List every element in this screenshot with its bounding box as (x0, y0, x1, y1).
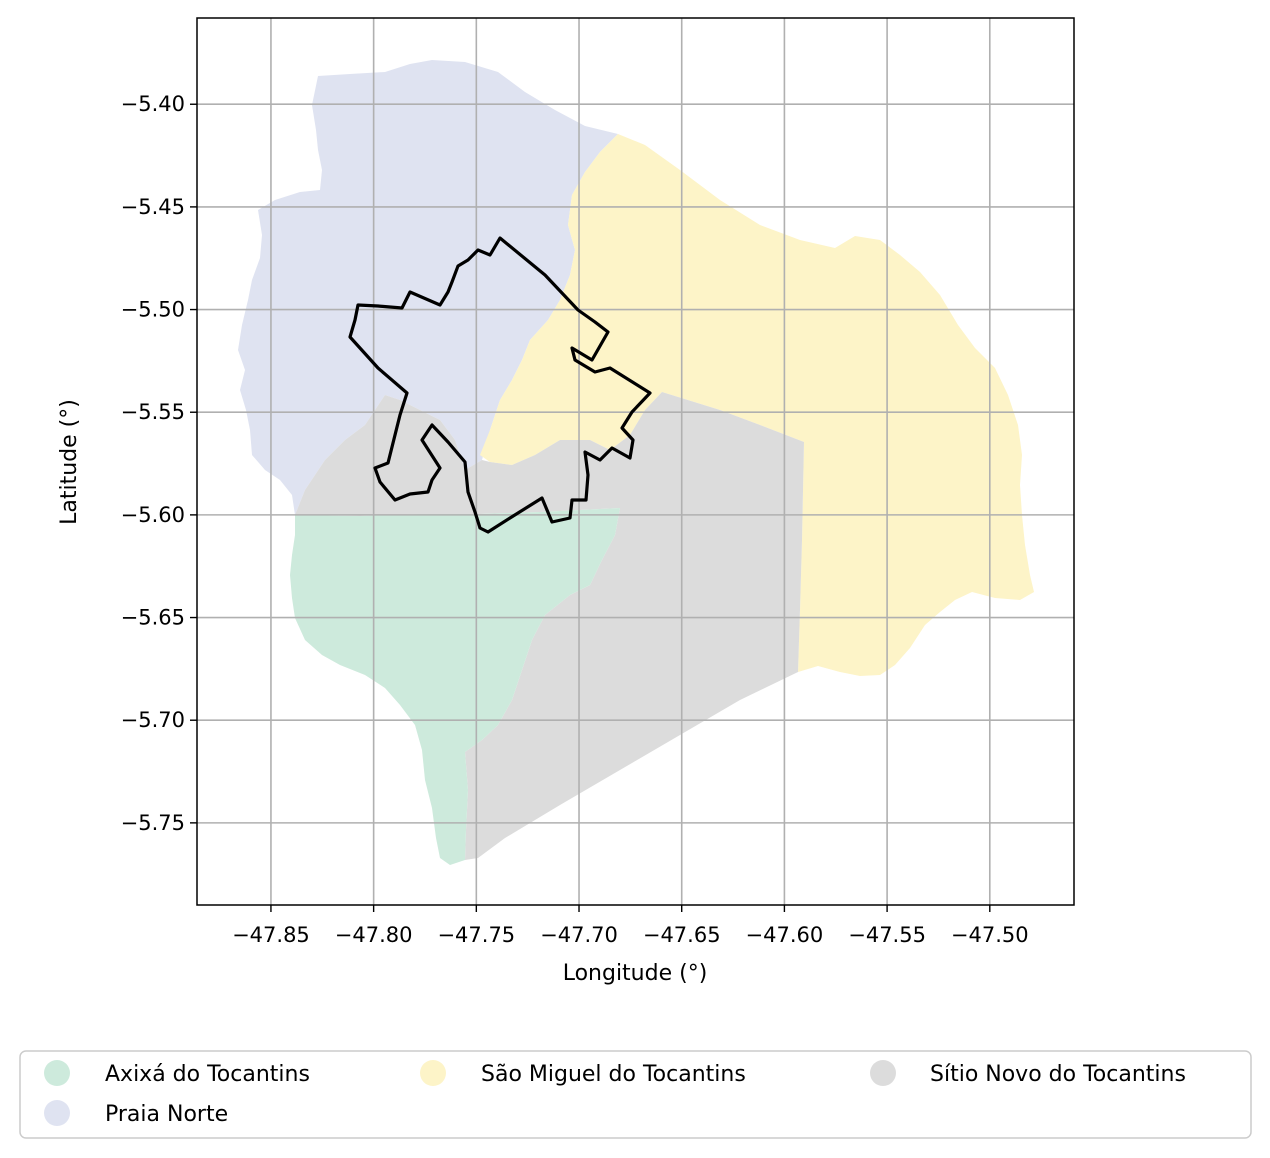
x-tick-label: −47.75 (437, 923, 515, 947)
legend-label-sao-miguel: São Miguel do Tocantins (481, 1062, 746, 1087)
y-tick-label: −5.70 (121, 708, 185, 732)
x-tick-label: −47.80 (335, 923, 413, 947)
legend: Axixá do Tocantins São Miguel do Tocanti… (19, 1050, 1252, 1139)
y-axis-label: Latitude (°) (57, 399, 82, 525)
x-tick-label: −47.50 (951, 923, 1029, 947)
y-tick-label: −5.55 (121, 400, 185, 424)
legend-marker-praia-norte (44, 1100, 70, 1126)
region-axixa (290, 508, 620, 865)
x-tick-label: −47.65 (643, 923, 721, 947)
legend-label-praia-norte: Praia Norte (105, 1102, 228, 1127)
y-tick-label: −5.65 (121, 606, 185, 630)
legend-marker-sao-miguel (420, 1060, 446, 1086)
map-regions (238, 60, 1034, 865)
region-sitio-novo (295, 392, 804, 860)
x-tick-label: −47.85 (232, 923, 310, 947)
legend-marker-axixa (44, 1060, 70, 1086)
x-axis-label: Longitude (°) (563, 961, 708, 986)
y-tick-label: −5.50 (121, 298, 185, 322)
x-tick-label: −47.60 (746, 923, 824, 947)
y-tick-label: −5.40 (121, 92, 185, 116)
legend-label-axixa: Axixá do Tocantins (105, 1062, 310, 1087)
y-tick-label: −5.45 (121, 195, 185, 219)
region-praia-norte (238, 60, 618, 515)
y-tick-label: −5.75 (121, 811, 185, 835)
grid-lines (197, 18, 1074, 905)
axes-frame (196, 17, 1075, 906)
legend-label-sitio-novo: Sítio Novo do Tocantins (930, 1062, 1186, 1087)
legend-box (19, 1050, 1252, 1139)
x-tick-label: −47.55 (848, 923, 926, 947)
legend-marker-sitio-novo (870, 1060, 896, 1086)
x-ticks: −47.85 −47.80 −47.75 −47.70 −47.65 −47.60 −47.… (232, 905, 1029, 947)
study-area-outline (348, 236, 652, 534)
region-sao-miguel (480, 134, 1034, 676)
y-tick-label: −5.60 (121, 503, 185, 527)
y-ticks: −5.40 −5.45 −5.50 −5.55 −5.60 −5.65 −5.70 −5.75 (121, 92, 197, 835)
x-tick-label: −47.70 (540, 923, 618, 947)
